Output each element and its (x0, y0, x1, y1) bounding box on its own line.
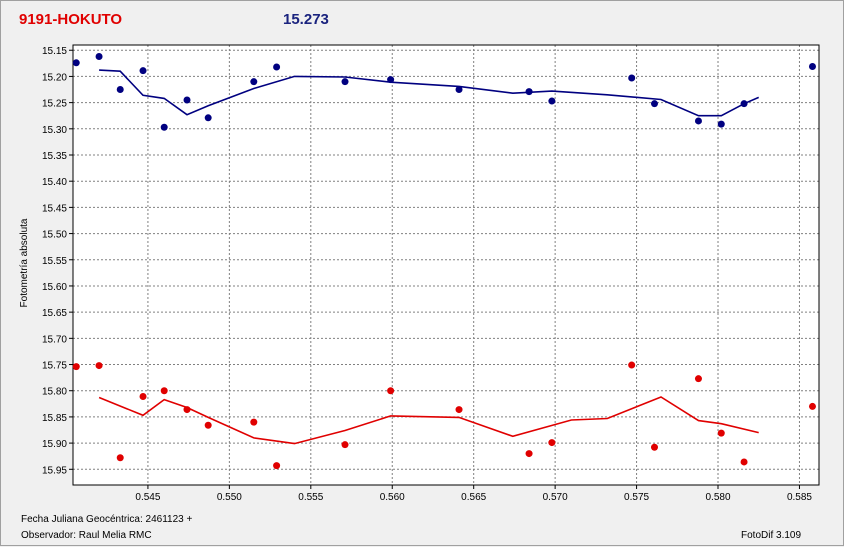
series-2-point (628, 361, 636, 369)
x-tick-label: 0.555 (298, 492, 323, 503)
series-2-point (160, 387, 168, 395)
series-2-point (183, 406, 191, 414)
series-2-point (72, 363, 80, 371)
software-label: FotoDif 3.109 (741, 530, 802, 541)
series-2-point (250, 418, 258, 426)
series-1-point (387, 76, 395, 84)
series-1-point (455, 86, 463, 94)
series-1-point (808, 62, 816, 70)
series-2-point (650, 443, 658, 451)
y-tick-label: 15.35 (42, 151, 67, 162)
y-tick-label: 15.40 (42, 177, 67, 188)
y-axis-label: Fotometría absoluta (19, 218, 30, 307)
series-1-point (183, 96, 191, 104)
grid (73, 45, 819, 485)
series-1-point (717, 120, 725, 128)
observer-label: Observador: Raul Melia RMC (21, 530, 152, 541)
x-tick-label: 0.585 (787, 492, 812, 503)
series-1-point (694, 117, 702, 125)
magnitude-value: 15.273 (283, 11, 329, 28)
y-tick-label: 15.90 (42, 439, 67, 450)
plot-area (73, 45, 819, 485)
series-1-point (525, 88, 533, 96)
x-tick-label: 0.575 (624, 492, 649, 503)
series-1-point (95, 53, 103, 61)
y-tick-label: 15.55 (42, 256, 67, 267)
y-tick-label: 15.85 (42, 413, 67, 424)
axes: 0.545 0.550 0.555 0.560 0.565 0.570 0.575 0.580… (42, 44, 820, 503)
object-title: 9191-HOKUTO (19, 11, 123, 28)
series-1-point (72, 59, 80, 67)
series-2-point (116, 454, 124, 462)
series-2-point (455, 406, 463, 414)
series-2-point (808, 402, 816, 410)
series-2-point (95, 362, 103, 370)
y-tick-label: 15.70 (42, 334, 67, 345)
x-tick-label: 0.550 (217, 492, 242, 503)
series-2-point (548, 439, 556, 447)
series-1-point (740, 100, 748, 108)
series-2-fit-line (98, 396, 759, 445)
y-tick-label: 15.50 (42, 230, 67, 241)
series-1-point (250, 78, 258, 86)
y-tick-label: 15.20 (42, 72, 67, 83)
x-tick-label: 0.580 (705, 492, 730, 503)
series-1-point (160, 123, 168, 131)
y-tick-label: 15.65 (42, 308, 67, 319)
series-1-point (628, 74, 636, 82)
date-label: Fecha Juliana Geocéntrica: 2461123 + (21, 514, 193, 525)
x-tick-label: 0.545 (135, 492, 160, 503)
series-2-point (387, 387, 395, 395)
series-1-point (116, 86, 124, 94)
series-1-point (139, 67, 147, 75)
x-tick-label: 0.565 (461, 492, 486, 503)
series-1-point (341, 78, 349, 86)
series-2-point (694, 375, 702, 383)
series-2-point (273, 462, 281, 470)
y-tick-label: 15.45 (42, 203, 67, 214)
plot-frame (72, 44, 820, 486)
series-2-point (139, 392, 147, 400)
series-layer (72, 53, 816, 470)
y-tick-label: 15.25 (42, 99, 67, 110)
x-tick-label: 0.560 (380, 492, 405, 503)
series-1-point (273, 63, 281, 71)
y-tick-label: 15.75 (42, 361, 67, 372)
series-2-point (525, 450, 533, 458)
series-1-point (548, 97, 556, 105)
series-2-point (341, 441, 349, 449)
y-tick-label: 15.95 (42, 465, 67, 476)
y-tick-label: 15.80 (42, 387, 67, 398)
series-2-point (740, 458, 748, 466)
series-1-point (204, 114, 212, 122)
y-tick-label: 15.15 (42, 46, 67, 57)
y-tick-label: 15.60 (42, 282, 67, 293)
x-tick-label: 0.570 (543, 492, 568, 503)
y-tick-label: 15.30 (42, 125, 67, 136)
series-2-point (204, 421, 212, 429)
series-2-point (717, 429, 725, 437)
series-1-point (650, 100, 658, 108)
